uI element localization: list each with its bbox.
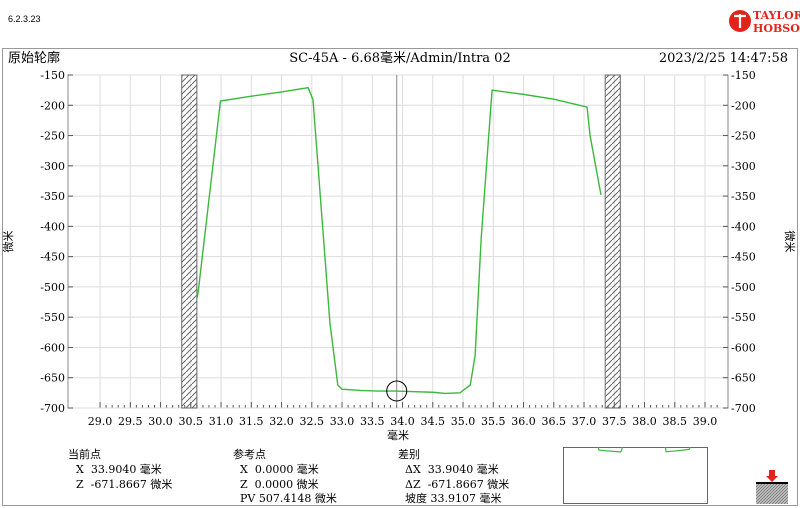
cursor-marker [386, 380, 408, 402]
y-tick-label-right: -450 [731, 251, 756, 264]
profile-line [196, 86, 602, 395]
x-tick-label: 36.5 [542, 415, 567, 428]
y-tick-label-left: -250 [40, 130, 65, 143]
stylus-icon [756, 470, 788, 504]
reference-pv: PV 507.4148 微米 [240, 492, 337, 505]
x-tick-label: 35.5 [481, 415, 506, 428]
current-point-title: 当前点 [68, 448, 101, 461]
x-tick-label: 34.0 [390, 415, 415, 428]
difference-title: 差别 [398, 448, 420, 461]
y-tick-label-right: -600 [731, 341, 756, 354]
y-tick-label-right: -350 [731, 190, 756, 203]
plot-area [67, 74, 729, 409]
x-tick-label: 32.0 [269, 415, 294, 428]
y-tick-label-left: -550 [40, 311, 65, 324]
x-tick-label: 37.5 [602, 415, 627, 428]
reference-x: X 0.0000 毫米 [240, 463, 319, 476]
difference-dz: ΔZ -671.8667 微米 [405, 478, 510, 491]
svg-text:TAYLOR: TAYLOR [753, 9, 800, 22]
excluded-region [604, 74, 621, 409]
y-axis-label-right: 微米 [783, 231, 797, 253]
y-tick-label-left: -650 [40, 372, 65, 385]
x-tick-label: 33.0 [330, 415, 355, 428]
y-tick-label-right: -500 [731, 281, 756, 294]
y-tick-label-left: -200 [40, 99, 65, 112]
x-tick-label: 35.0 [451, 415, 476, 428]
svg-text:HOBSON: HOBSON [753, 22, 800, 35]
chart-title-left: 原始轮廓 [8, 51, 61, 66]
x-tick-label: 34.5 [421, 415, 446, 428]
y-tick-label-right: -150 [731, 69, 756, 82]
y-tick-label-left: -600 [40, 341, 65, 354]
current-x: X 33.9040 毫米 [76, 463, 162, 476]
chart-title-center: SC-45A - 6.68毫米/Admin/Intra 02 [289, 51, 511, 66]
x-tick-label: 29.0 [88, 415, 113, 428]
x-axis-label: 毫米 [387, 428, 409, 442]
y-tick-label-right: -650 [731, 372, 756, 385]
y-tick-label-right: -300 [731, 160, 756, 173]
y-tick-label-right: -550 [731, 311, 756, 324]
y-tick-label-left: -500 [40, 281, 65, 294]
reference-z: Z 0.0000 微米 [240, 478, 319, 491]
taylor-hobson-logo: TAYLOR HOBSON [729, 9, 800, 35]
y-tick-label-left: -350 [40, 190, 65, 203]
overview-thumbnail[interactable] [563, 447, 708, 504]
x-tick-label: 38.5 [663, 415, 688, 428]
report-frame [2, 48, 798, 506]
reference-point-title: 参考点 [233, 448, 266, 461]
y-tick-label-right: -200 [731, 99, 756, 112]
difference-dx: ΔX 33.9040 毫米 [405, 463, 499, 476]
x-tick-label: 38.0 [632, 415, 657, 428]
x-tick-label: 37.0 [572, 415, 597, 428]
x-tick-label: 30.0 [148, 415, 173, 428]
y-axis-label-left: 微米 [1, 231, 15, 253]
x-tick-label: 30.5 [179, 415, 204, 428]
y-tick-label-right: -400 [731, 220, 756, 233]
x-tick-label: 36.0 [511, 415, 536, 428]
y-tick-label-left: -450 [40, 251, 65, 264]
chart-timestamp: 2023/2/25 14:47:58 [658, 51, 788, 66]
x-tick-label: 29.5 [118, 415, 143, 428]
y-tick-label-right: -250 [731, 130, 756, 143]
y-tick-label-right: -700 [731, 402, 756, 415]
y-tick-label-left: -700 [40, 402, 65, 415]
current-z: Z -671.8667 微米 [76, 478, 173, 491]
version-label: 6.2.3.23 [8, 14, 41, 24]
x-tick-label: 31.5 [239, 415, 264, 428]
x-tick-label: 31.0 [209, 415, 234, 428]
y-tick-label-left: -300 [40, 160, 65, 173]
x-tick-label: 33.5 [360, 415, 385, 428]
difference-slope: 坡度 33.9107 毫米 [405, 492, 502, 505]
x-tick-label: 32.5 [300, 415, 325, 428]
excluded-region [181, 74, 198, 409]
y-tick-label-left: -400 [40, 220, 65, 233]
y-tick-label-left: -150 [40, 69, 65, 82]
x-tick-label: 39.0 [693, 415, 718, 428]
